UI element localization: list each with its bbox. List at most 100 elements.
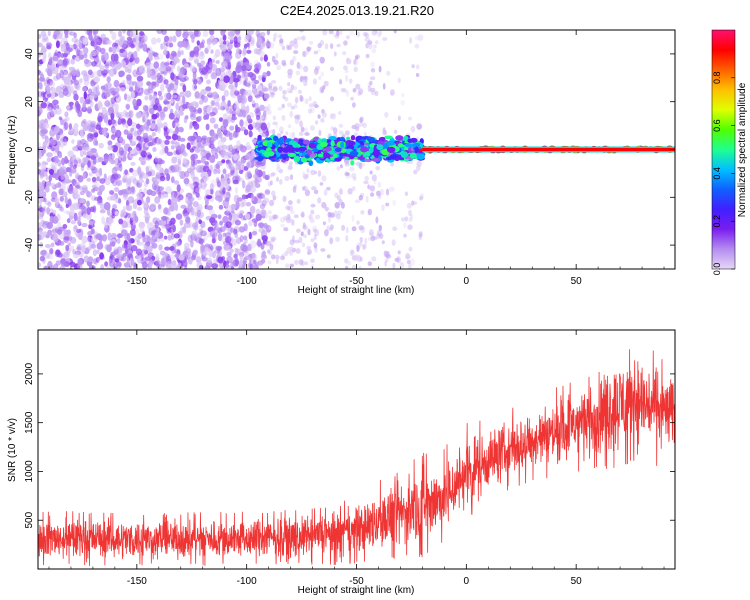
spectrogram-point	[237, 95, 243, 104]
spectrogram-point	[394, 129, 398, 134]
spectrogram-point	[42, 206, 47, 214]
spectrogram-point	[116, 46, 121, 53]
spectrogram-point	[245, 141, 251, 149]
spectrogram-point	[86, 190, 90, 198]
spectrogram-point	[67, 160, 74, 167]
spectrogram-point	[86, 200, 90, 208]
spectrogram-point	[211, 263, 219, 269]
spectrogram-point	[282, 62, 287, 67]
spectrogram-point	[46, 157, 52, 163]
spectrogram-point	[52, 53, 59, 62]
spectrogram-point	[187, 256, 193, 265]
spectrogram-point	[110, 112, 115, 121]
spectrogram-point	[217, 105, 224, 110]
spectrogram-point	[46, 83, 51, 91]
spectrogram-point	[416, 164, 421, 172]
spectrogram-point	[139, 31, 145, 36]
spectrogram-point	[41, 37, 46, 43]
spectrogram-point	[412, 142, 421, 148]
spectrogram-point	[362, 244, 366, 251]
spectrogram-y-tick-label: 40	[24, 48, 35, 60]
spectrogram-point	[45, 244, 51, 248]
spectrogram-point	[164, 35, 170, 42]
spectrogram-point	[246, 114, 252, 122]
spectrogram-point	[340, 88, 346, 92]
spectrogram-point	[308, 160, 314, 167]
spectrogram-point	[240, 66, 247, 74]
spectrogram-point	[84, 99, 91, 105]
spectrogram-point	[384, 111, 389, 118]
spectrogram-point	[182, 84, 187, 93]
spectrogram-point	[407, 224, 413, 230]
spectrogram-point	[380, 188, 384, 196]
spectrogram-point	[290, 210, 295, 215]
spectrogram-point	[302, 171, 306, 178]
spectrogram-point	[193, 123, 200, 130]
spectrogram-point	[167, 86, 171, 93]
spectrogram-point	[190, 172, 195, 178]
spectrogram-point	[410, 125, 416, 133]
spectrogram-point	[72, 202, 79, 211]
spectrogram-point	[211, 133, 217, 142]
spectrogram-point	[82, 86, 87, 92]
spectrogram-point	[46, 244, 54, 250]
spectrogram-point	[317, 114, 321, 119]
spectrogram-point	[255, 30, 260, 38]
spectrogram-point	[109, 60, 116, 68]
spectrogram-point	[192, 82, 197, 91]
spectrogram-point	[80, 133, 85, 139]
spectrogram-point	[91, 61, 97, 67]
spectrogram-point	[89, 265, 96, 269]
spectrogram-point	[102, 39, 106, 45]
spectrogram-point	[87, 88, 93, 94]
spectrogram-point	[286, 247, 292, 254]
spectrogram-point	[378, 224, 382, 231]
spectrogram-point	[140, 37, 146, 46]
spectrogram-point	[356, 220, 360, 225]
spectrogram-point	[79, 78, 83, 83]
spectrogram-point	[345, 130, 350, 136]
spectrogram-point	[206, 257, 213, 264]
spectrogram-point	[224, 232, 231, 238]
spectrogram-point	[138, 65, 144, 73]
spectrogram-point	[75, 159, 82, 168]
spectrogram-point	[330, 140, 335, 147]
spectrogram-point	[223, 260, 227, 268]
spectrogram-point	[228, 147, 236, 155]
spectrogram-point	[287, 45, 292, 51]
spectrogram-point	[40, 91, 46, 98]
spectrogram-point	[166, 92, 172, 100]
colorbar-ticks: 0.00.20.40.60.8	[712, 72, 735, 275]
spectrogram-point	[62, 209, 69, 214]
spectrogram-point	[51, 66, 59, 75]
spectrogram-point	[369, 185, 376, 192]
spectrogram-point	[382, 127, 386, 133]
spectrogram-point	[192, 181, 199, 187]
spectrogram-point	[155, 180, 159, 186]
spectrogram-point	[246, 162, 251, 169]
spectrogram-point	[308, 142, 317, 149]
spectrogram-point	[59, 206, 64, 212]
spectrogram-point	[333, 210, 338, 218]
spectrogram-point	[295, 70, 301, 76]
spectrogram-point	[275, 257, 279, 265]
spectrogram-point	[68, 85, 74, 94]
spectrogram-point	[140, 150, 147, 158]
spectrogram-point	[139, 136, 145, 142]
spectrogram-point	[335, 236, 340, 242]
spectrogram-point	[192, 109, 199, 114]
spectrogram-point	[159, 237, 165, 242]
spectrogram-point	[174, 110, 178, 118]
spectrogram-tone-line	[422, 148, 675, 151]
spectrogram-point	[274, 254, 280, 260]
spectrogram-point	[92, 85, 96, 93]
spectrogram-point	[82, 172, 86, 180]
spectrogram-point	[68, 123, 72, 130]
spectrogram-point	[94, 234, 102, 240]
spectrogram-point	[385, 202, 390, 207]
spectrogram-point	[281, 115, 286, 121]
spectrogram-point	[315, 120, 319, 125]
spectrogram-point	[313, 50, 318, 55]
spectrogram-point	[329, 226, 333, 232]
